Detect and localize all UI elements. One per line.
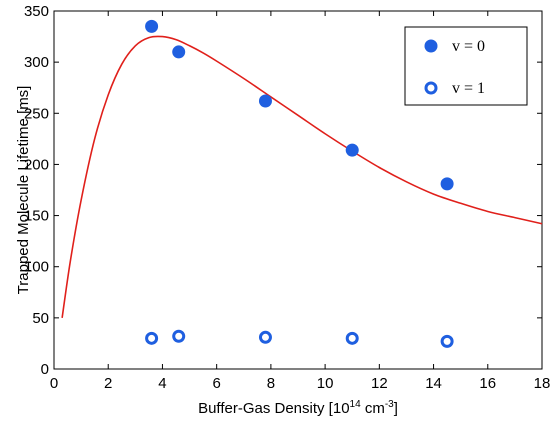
fit-curve-layer [61,35,543,318]
legend-label-v1: v = 1 [452,80,485,97]
fit-curve [61,35,543,318]
x-tick-label: 2 [104,375,112,392]
data-point-v1 [145,331,159,345]
x-tick-label: 4 [158,375,166,392]
y-axis-title: Trapped Molecule Lifetime [ms] [15,86,32,295]
y-tick-label: 0 [41,361,49,378]
legend-marker-open [424,81,438,95]
x-tick-label: 12 [371,375,388,392]
data-point-v0 [172,45,186,59]
legend-label-v0: v = 0 [452,38,485,55]
y-tick-label: 350 [24,3,49,20]
y-tick-label: 50 [32,310,49,327]
data-point-v1 [440,334,454,348]
x-tick-label: 10 [317,375,334,392]
data-point-v1 [172,329,186,343]
x-tick-label: 14 [425,375,442,392]
x-axis-title: Buffer-Gas Density [1014 cm-3] [198,399,398,417]
x-tick-label: 6 [212,375,220,392]
data-point-v0 [345,143,359,157]
axis-ticks: 0 2 4 6 8 10 12 14 16 18 0 50 100 150 200 250 300 350 [24,3,550,392]
data-point-v0 [440,177,454,191]
legend: v = 0 v = 1 [404,26,528,106]
y-tick-label: 250 [24,105,49,122]
data-points-layer [145,19,454,348]
y-tick-label: 100 [24,259,49,276]
x-tick-label: 0 [50,375,58,392]
x-tick-label: 8 [267,375,275,392]
y-tick-label: 300 [24,54,49,71]
legend-box [404,26,528,106]
y-tick-label: 150 [24,208,49,225]
legend-marker-filled [424,39,438,53]
x-tick-label: 18 [534,375,551,392]
data-point-v1 [345,331,359,345]
data-point-v0 [258,94,272,108]
x-tick-label: 16 [479,375,496,392]
data-point-v0 [145,19,159,33]
plot-area-frame [53,10,543,370]
y-tick-label: 200 [24,156,49,173]
data-point-v1 [258,330,272,344]
